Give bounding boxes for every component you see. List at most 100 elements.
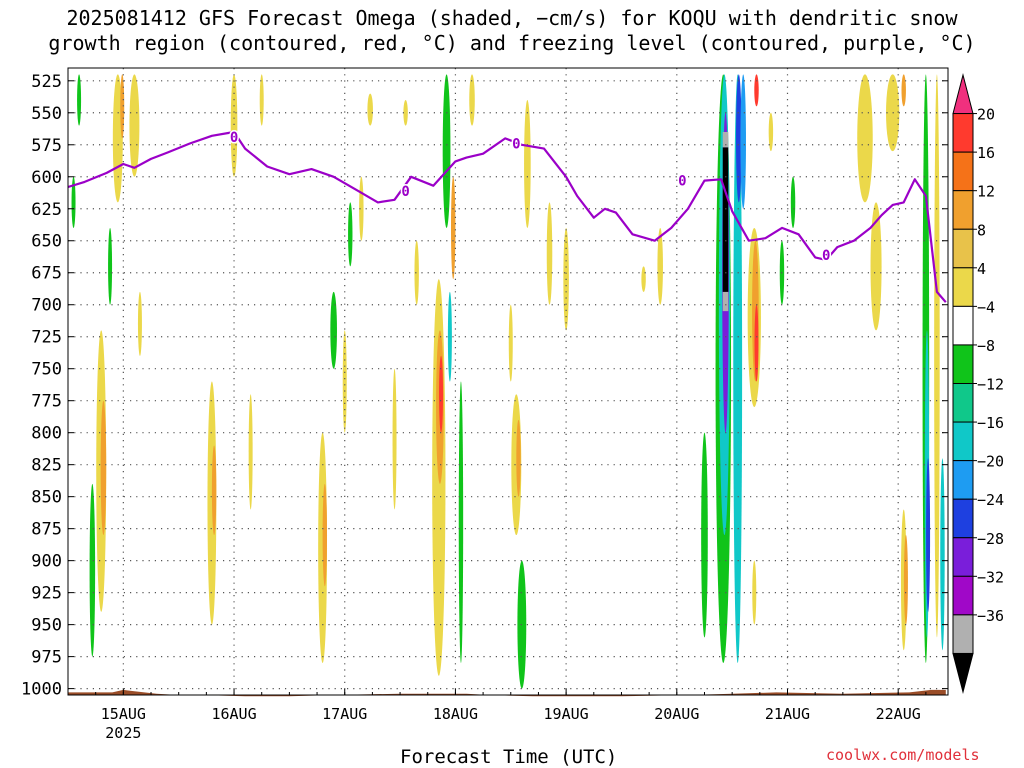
- omega-shade: [517, 560, 527, 689]
- x-tick-label: 18AUG: [433, 705, 478, 723]
- axes-layer: 525 550 575 600 625 650 675 700 725 750 775 800 825 8…: [21, 72, 948, 742]
- omega-shade: [524, 99, 531, 228]
- omega-shade: [754, 74, 759, 107]
- omega-shade: [903, 535, 908, 625]
- y-tick-label: 825: [31, 456, 62, 476]
- omega-shade: [414, 240, 419, 305]
- y-tick-label: 775: [31, 392, 62, 412]
- omega-shade: [870, 202, 882, 331]
- omega-shade: [211, 445, 217, 536]
- omega-shade: [100, 400, 107, 536]
- omega-shade: [342, 330, 347, 433]
- y-tick-label: 875: [31, 520, 62, 540]
- colorbar-swatch: [952, 460, 974, 500]
- x-tick-label: 22AUG: [876, 705, 921, 723]
- omega-shade: [89, 483, 96, 657]
- colorbar-label: −28: [977, 530, 1004, 548]
- credit-link[interactable]: coolwx.com/models: [826, 746, 980, 764]
- x-tick-label: 20AUG: [654, 705, 699, 723]
- omega-shade: [207, 381, 217, 625]
- freezing-level-layer: 0 0 0 0 0: [67, 129, 947, 303]
- omega-shade: [120, 74, 125, 139]
- omega-shade: [740, 74, 746, 209]
- colorbar-swatch: [952, 344, 974, 384]
- x-tick-label: 17AUG: [322, 705, 367, 723]
- x-tick-label: 21AUG: [765, 705, 810, 723]
- y-tick-label: 650: [31, 232, 62, 252]
- omega-shade: [439, 355, 444, 433]
- colorbar-swatch: [952, 190, 974, 230]
- y-tick-label: 700: [31, 296, 62, 316]
- omega-shade: [722, 147, 729, 292]
- y-tick-label: 950: [31, 616, 62, 636]
- colorbar-label: 20: [977, 106, 995, 124]
- plot-frame: [67, 67, 949, 696]
- omega-shade: [447, 291, 452, 382]
- colorbar-label: −20: [977, 453, 1004, 471]
- y-tick-label: 900: [31, 552, 62, 572]
- omega-shade: [768, 112, 774, 152]
- contour-label: 0: [678, 174, 686, 190]
- omega-shade: [701, 432, 708, 638]
- colorbar-label: −24: [977, 491, 1004, 509]
- omega-shade: [940, 458, 945, 651]
- colorbar-label: −12: [977, 376, 1004, 394]
- title-line-2: growth region (contoured, red, °C) and f…: [48, 31, 976, 55]
- y-tick-label: 525: [31, 72, 62, 92]
- omega-shade: [248, 394, 253, 510]
- y-tick-label: 575: [31, 136, 62, 156]
- omega-shade: [752, 560, 757, 625]
- grid-layer: [68, 68, 948, 695]
- omega-shade: [934, 74, 940, 638]
- colorbar-label: 4: [977, 260, 986, 278]
- colorbar-label: 12: [977, 183, 995, 201]
- omega-shading-layer: [71, 74, 945, 689]
- omega-shade: [129, 74, 140, 177]
- omega-shade: [330, 291, 337, 369]
- y-tick-label: 750: [31, 360, 62, 380]
- omega-shade: [469, 74, 475, 126]
- y-tick-label: 675: [31, 264, 62, 284]
- colorbar-swatch: [952, 267, 974, 307]
- colorbar-swatch: [952, 537, 974, 577]
- omega-shade: [508, 304, 513, 382]
- omega-shade: [546, 202, 553, 305]
- contour-label: 0: [822, 248, 830, 264]
- omega-shade: [348, 202, 353, 267]
- colorbar-label: 16: [977, 144, 995, 162]
- colorbar-swatch: [952, 228, 974, 269]
- omega-shade: [857, 74, 873, 203]
- colorbar-swatch: [952, 652, 974, 694]
- colorbar-swatch: [952, 151, 974, 192]
- colorbar-swatch: [952, 113, 974, 153]
- omega-shade: [230, 74, 238, 177]
- omega-shade: [458, 381, 464, 664]
- omega-shade: [736, 74, 742, 203]
- colorbar-swatch: [952, 575, 974, 616]
- omega-shade: [641, 266, 646, 292]
- x-axis-label: Forecast Time (UTC): [400, 746, 618, 768]
- colorbar-label: −36: [977, 607, 1004, 625]
- colorbar-swatch: [952, 498, 974, 539]
- colorbar-swatch: [952, 305, 974, 346]
- y-tick-label: 625: [31, 200, 62, 220]
- omega-shade: [901, 74, 906, 107]
- omega-shade: [259, 74, 264, 126]
- omega-shade: [322, 483, 328, 587]
- omega-shade: [722, 291, 729, 312]
- colorbar: 20 16 12 8 4 −4 −8 −12 −16 −20 −24 −28 −32 −36: [952, 73, 1004, 694]
- omega-shade: [367, 93, 373, 126]
- x-tick-label: 15AUG: [101, 705, 146, 723]
- omega-shade: [754, 304, 759, 382]
- contour-label: 0: [401, 184, 409, 200]
- contour-label: 0: [230, 130, 238, 146]
- colorbar-swatch: [952, 614, 974, 654]
- omega-shade: [77, 74, 82, 126]
- omega-shade: [71, 176, 76, 228]
- omega-shade: [926, 458, 931, 612]
- omega-shade: [516, 419, 521, 497]
- colorbar-swatch: [952, 383, 974, 423]
- y-tick-label: 925: [31, 584, 62, 604]
- y-tick-label: 975: [31, 648, 62, 668]
